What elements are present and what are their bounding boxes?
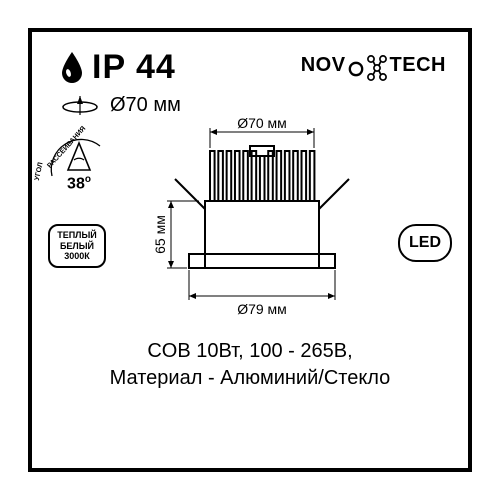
ip-text: IP 44 <box>92 48 176 87</box>
warm-line2: БЕЛЫЙ <box>60 241 94 252</box>
angle-arc-icon <box>48 134 110 196</box>
logo-left: NOV <box>301 54 346 77</box>
led-badge: LED <box>398 224 452 262</box>
warm-line1: ТЕПЛЫЙ <box>57 230 97 241</box>
spec-line2: Материал - Алюминий/Стекло <box>32 365 468 392</box>
logo-center-icon <box>348 57 364 77</box>
color-temp-badge: ТЕПЛЫЙ БЕЛЫЙ 3000К <box>48 224 106 268</box>
brand-logo: NOV TECH <box>301 54 446 77</box>
cutout-dimension: Ø70 мм <box>60 94 181 117</box>
logo-knot-icon <box>366 55 388 81</box>
led-text: LED <box>409 234 441 252</box>
water-drop-icon <box>60 51 84 85</box>
angle-label-1: УГОЛ <box>34 162 45 181</box>
outer-frame: IP 44 NOV TECH Ø70 мм <box>28 28 472 472</box>
warm-line3: 3000К <box>64 251 90 262</box>
spec-text: COB 10Вт, 100 - 265В, Материал - Алюмини… <box>32 338 468 392</box>
cutout-hole-icon <box>60 96 100 116</box>
ip-rating: IP 44 <box>60 48 176 87</box>
technical-diagram: Ø70 мм 65 мм Ø79 мм <box>147 116 377 332</box>
svg-text:65 мм: 65 мм <box>152 215 168 254</box>
svg-text:Ø70 мм: Ø70 мм <box>237 116 287 131</box>
beam-angle-badge: УГОЛ РАССЕИВАНИЯ 38o <box>46 132 112 204</box>
spec-line1: COB 10Вт, 100 - 265В, <box>32 338 468 365</box>
svg-text:Ø79 мм: Ø79 мм <box>237 301 287 317</box>
logo-right: TECH <box>390 54 446 77</box>
cutout-text: Ø70 мм <box>110 94 181 117</box>
